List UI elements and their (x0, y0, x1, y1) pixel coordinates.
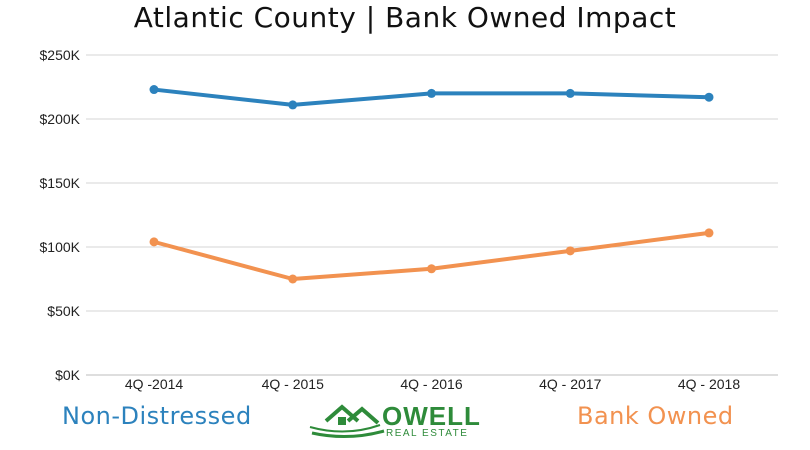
legend-bank-owned: Bank Owned (577, 402, 734, 430)
x-axis-ticks: 4Q -2014 4Q - 2015 4Q - 2016 4Q - 2017 4Q - … (125, 376, 741, 392)
y-tick-label: $50K (47, 303, 80, 319)
y-tick-label: $100K (40, 239, 81, 255)
data-point (427, 264, 436, 274)
data-point (565, 246, 575, 256)
data-point (565, 88, 575, 98)
grid-lines (86, 54, 778, 376)
x-tick-label: 4Q - 2017 (539, 376, 601, 392)
data-point (149, 237, 159, 247)
x-tick-label: 4Q - 2018 (678, 376, 740, 392)
data-point (427, 88, 436, 98)
logo-wordmark: OWELL (382, 401, 481, 431)
x-tick-label: 4Q - 2016 (400, 376, 462, 392)
house-icon (309, 404, 385, 439)
logo-tagline: REAL ESTATE (386, 428, 469, 439)
chart-title: Atlantic County | Bank Owned Impact (133, 1, 677, 34)
company-logo: OWELL REAL ESTATE (308, 401, 488, 443)
data-point (704, 92, 714, 102)
x-tick-label: 4Q - 2015 (262, 376, 324, 392)
y-tick-label: $0K (55, 367, 81, 383)
y-tick-label: $250K (40, 47, 81, 63)
y-tick-label: $150K (40, 175, 81, 191)
y-axis-ticks: $0K $50K $100K $150K $200K $250K (40, 47, 81, 383)
series-group (149, 85, 714, 284)
data-point (288, 274, 298, 284)
data-point (288, 100, 298, 110)
legend-non-distressed: Non-Distressed (62, 402, 252, 430)
data-point (149, 85, 159, 95)
y-tick-label: $200K (40, 111, 81, 127)
x-tick-label: 4Q -2014 (125, 376, 184, 392)
data-point (704, 228, 714, 238)
